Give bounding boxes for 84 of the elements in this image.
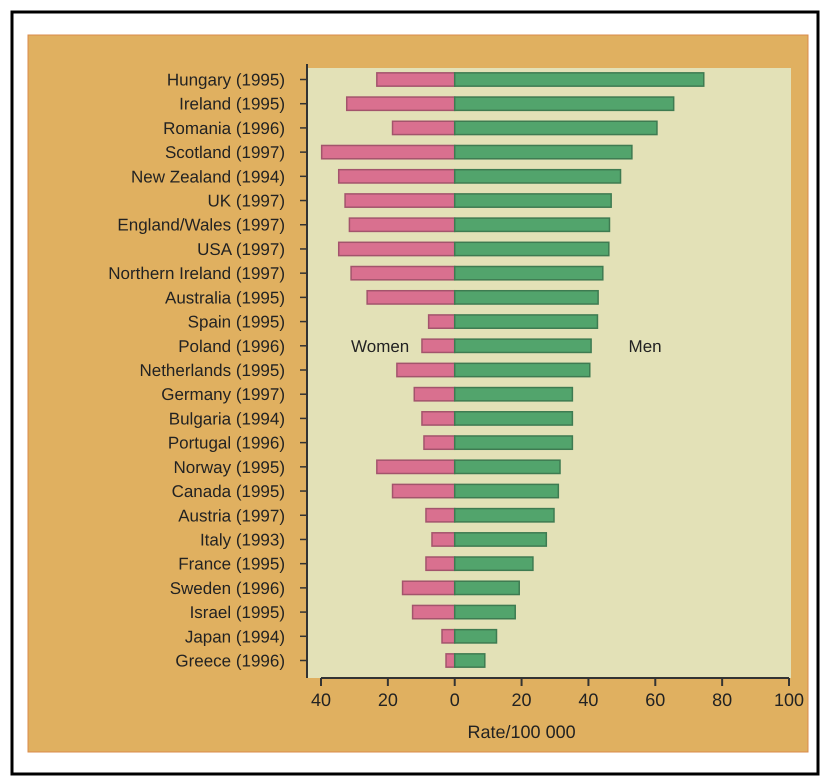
bar <box>338 242 456 256</box>
bar <box>454 604 516 620</box>
bar <box>454 411 574 426</box>
y-tick-label: Bulgaria (1994) <box>168 409 285 428</box>
series-label: Men <box>628 336 662 356</box>
y-tick-label: Ireland (1995) <box>179 94 285 114</box>
bar <box>454 290 599 305</box>
bar <box>454 532 548 547</box>
y-tick-label: New Zealand (1994) <box>130 167 285 186</box>
bar <box>366 290 456 305</box>
bar <box>346 96 456 112</box>
y-tick-label: Greece (1996) <box>175 652 285 670</box>
y-tick-label: Japan (1994) <box>184 627 285 646</box>
y-tick-label: Israel (1995) <box>190 603 285 622</box>
bar <box>376 459 456 474</box>
x-tick-label: 100 <box>774 690 804 710</box>
bar <box>402 580 456 596</box>
x-tick-label: 60 <box>645 690 666 710</box>
x-tick-label: 80 <box>712 690 732 710</box>
bar <box>454 266 604 281</box>
bar <box>421 338 456 354</box>
y-tick-label: Sweden (1996) <box>170 578 285 598</box>
bar <box>454 386 574 402</box>
y-tick-label: Italy (1993) <box>200 530 285 550</box>
x-axis-title: Rate/100 000 <box>468 722 576 742</box>
bar <box>454 484 560 498</box>
bar <box>412 604 456 620</box>
bar <box>320 144 456 160</box>
bar <box>454 362 591 378</box>
y-tick-label: Austria (1997) <box>178 506 285 526</box>
y-tick-label: Australia (1995) <box>164 288 285 308</box>
bar <box>454 653 486 668</box>
bar <box>344 193 456 208</box>
bar <box>425 508 456 523</box>
bar <box>414 386 456 402</box>
bar <box>454 580 520 596</box>
series-label: Women <box>351 336 410 356</box>
bar <box>423 435 456 450</box>
y-tick-label: Portugal (1996) <box>168 434 285 453</box>
y-tick-label: Canada (1995) <box>172 482 285 502</box>
y-tick-label: France (1995) <box>178 554 285 574</box>
bar <box>431 532 456 547</box>
bar <box>428 314 456 329</box>
bar <box>454 120 658 136</box>
y-tick-label: Netherlands (1995) <box>139 361 285 380</box>
bar <box>454 217 610 232</box>
y-tick-label: Norway (1995) <box>174 458 285 477</box>
y-tick-label: USA (1997) <box>197 240 285 259</box>
bar <box>396 362 456 378</box>
bar <box>454 435 574 450</box>
y-tick-label: Scotland (1997) <box>164 143 285 162</box>
bar <box>348 217 456 232</box>
y-tick-label: Spain (1995) <box>188 312 285 332</box>
bar <box>454 144 633 160</box>
bar <box>454 96 674 112</box>
bar <box>350 266 456 281</box>
y-tick-label: Germany (1997) <box>161 385 285 404</box>
bar <box>425 556 456 572</box>
x-tick-label: 20 <box>512 690 532 710</box>
y-tick-label: Poland (1996) <box>178 336 285 356</box>
y-tick-label: England/Wales (1997) <box>117 216 285 235</box>
bar <box>454 193 612 208</box>
bar <box>376 72 456 87</box>
bar <box>454 314 598 329</box>
y-tick-label: Hungary (1995) <box>166 70 285 90</box>
x-tick-label: 0 <box>450 690 460 710</box>
x-tick-label: 40 <box>578 690 598 710</box>
y-tick-label: Northern Ireland (1997) <box>108 264 285 284</box>
bar <box>454 556 534 572</box>
bar <box>392 120 456 136</box>
bar <box>454 628 498 644</box>
y-tick-label: UK (1997) <box>208 192 285 211</box>
bar <box>454 72 705 87</box>
x-tick-label: 40 <box>310 690 332 710</box>
bar <box>454 459 561 474</box>
bar <box>392 484 456 498</box>
x-tick-label: 20 <box>378 690 398 710</box>
bar <box>454 508 555 523</box>
bar <box>454 338 592 354</box>
bar <box>421 411 456 426</box>
bar <box>454 242 610 256</box>
bar <box>338 168 456 184</box>
bar <box>454 168 622 184</box>
y-tick-label: Romania (1996) <box>163 118 285 138</box>
